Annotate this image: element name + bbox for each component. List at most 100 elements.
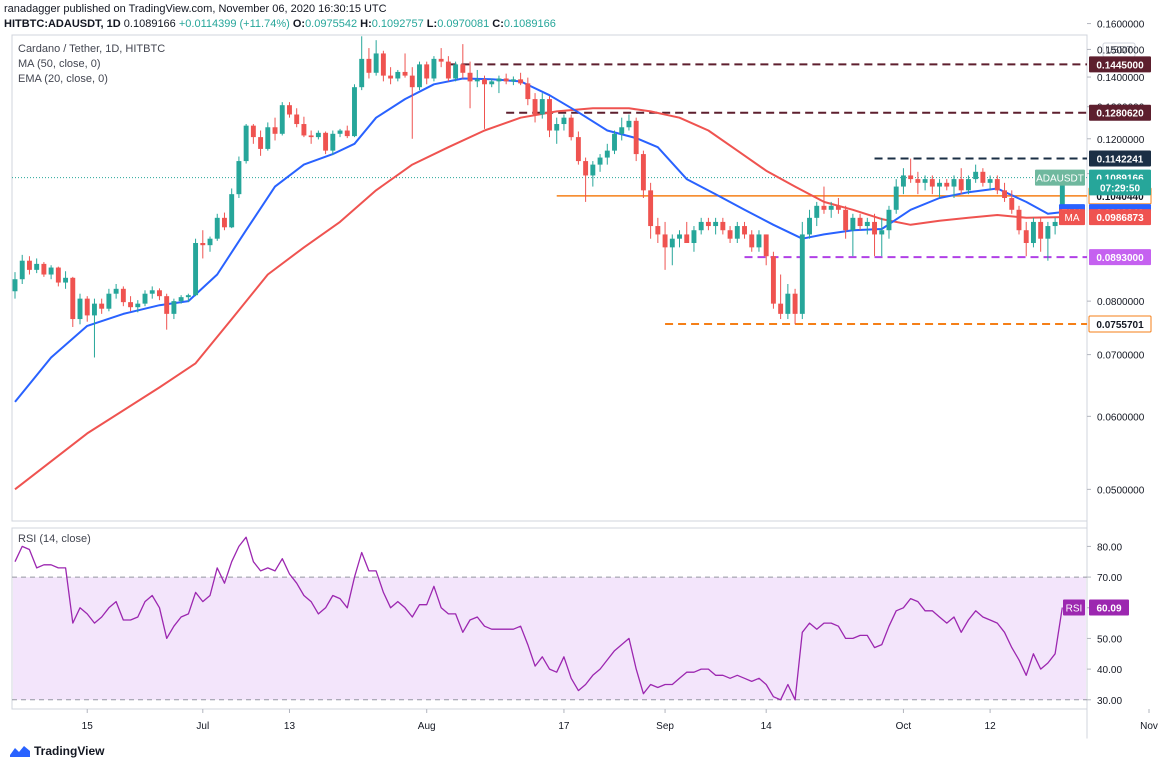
y-tick-label: 0.0800000: [1097, 297, 1145, 308]
y-tick-label: 0.1200000: [1097, 135, 1145, 146]
open-value: 0.0975542: [305, 18, 358, 30]
y-tick-label: 0.0700000: [1097, 351, 1145, 362]
candle-body: [496, 78, 502, 82]
candle-body: [431, 58, 437, 79]
ma-legend[interactable]: MA (50, close, 0): [18, 58, 101, 70]
candle-body: [893, 186, 899, 210]
candle-body: [366, 58, 372, 73]
level-price-tag: [1089, 104, 1151, 121]
candle-body: [178, 297, 184, 302]
series-name-tag: [1059, 209, 1085, 226]
candle-body: [424, 64, 430, 79]
candle-body: [445, 61, 451, 79]
candle-body: [308, 135, 314, 138]
symbol-ohlc-header: HITBTC:ADAUSDT, 1D 0.1089166 +0.0114399 …: [4, 17, 556, 31]
candle-body: [583, 161, 589, 176]
candle-body: [864, 221, 870, 227]
candle-body: [807, 217, 812, 235]
ema-legend[interactable]: EMA (20, close, 0): [18, 73, 108, 85]
candle-body: [843, 209, 849, 231]
candle-body: [287, 105, 292, 115]
candle-body: [460, 64, 466, 73]
candle-body: [1023, 230, 1029, 244]
candle-body: [821, 205, 827, 210]
candle-body: [453, 64, 459, 79]
candle-body: [34, 263, 40, 270]
candle-body: [640, 154, 646, 191]
candle-body: [99, 303, 105, 309]
candle-body: [980, 171, 986, 183]
candle-body: [539, 99, 545, 115]
x-tick-label: Jul: [196, 721, 209, 732]
rsi-tick-label: 70.00: [1097, 573, 1122, 584]
candle-body: [489, 81, 495, 85]
y-tick-label: 0.1600000: [1097, 20, 1145, 31]
rsi-tick-label: 50.00: [1097, 634, 1122, 645]
candle-body: [258, 137, 264, 149]
series-name-label: ADAUSDT: [1036, 174, 1084, 185]
low-label: L:: [426, 18, 438, 30]
series-name-label: MA: [1065, 213, 1080, 224]
close-value: 0.1089166: [503, 18, 556, 30]
candle-body: [185, 295, 191, 298]
candle-body: [554, 124, 560, 131]
candle-body: [337, 130, 343, 134]
candle-body: [474, 79, 480, 82]
x-tick-label: 12: [985, 721, 997, 732]
candle-body: [12, 279, 18, 292]
candle-body: [604, 150, 610, 158]
candle-body: [705, 221, 711, 227]
candle-body: [597, 157, 603, 165]
level-price-tag: [1089, 249, 1151, 266]
candle-body: [222, 217, 227, 228]
candle-body: [482, 79, 487, 85]
high-value: 0.1092757: [371, 18, 424, 30]
candle-body: [417, 64, 422, 88]
candle-body: [200, 243, 206, 246]
ma50-line: [14, 107, 1063, 491]
candle-body: [994, 179, 1000, 191]
series-value-label: 0.1089166: [1096, 174, 1144, 185]
y-tick-label: 0.1500000: [1097, 45, 1145, 56]
tradingview-footer[interactable]: TradingView: [10, 744, 104, 758]
level-price-label: 0.1142241: [1097, 155, 1144, 166]
symbol-label: HITBTC:ADAUSDT, 1D: [4, 18, 121, 30]
candle-body: [48, 267, 54, 275]
candle-body: [619, 127, 625, 134]
candle-body: [128, 302, 134, 308]
level-price-label: 0.1445000: [1096, 60, 1144, 71]
rsi-name-label: RSI: [1066, 603, 1083, 614]
candle-body: [279, 105, 285, 134]
candle-body: [55, 267, 61, 283]
candle-body: [510, 79, 516, 82]
candle-body: [561, 117, 567, 125]
close-label: C:: [492, 18, 504, 30]
candle-body: [236, 161, 242, 195]
candle-body: [850, 217, 856, 231]
candle-body: [1009, 198, 1015, 210]
y-tick-label: 0.0600000: [1097, 412, 1145, 423]
rsi-value-tag: [1089, 599, 1129, 616]
candle-body: [763, 234, 769, 257]
level-price-label: 0.0893000: [1096, 253, 1144, 264]
level-price-tag: [1089, 150, 1151, 167]
candle-body: [900, 175, 906, 187]
chart-title: Cardano / Tether, 1D, HITBTC: [18, 43, 166, 55]
rsi-tick-label: 40.00: [1097, 665, 1122, 676]
rsi-legend[interactable]: RSI (14, close): [18, 533, 91, 545]
series-value-tag: [1089, 179, 1151, 196]
candle-body: [344, 130, 350, 137]
tradingview-logo-icon: [10, 746, 30, 757]
candle-body: [113, 288, 119, 294]
candle-body: [872, 221, 877, 235]
x-tick-label: 17: [558, 721, 570, 732]
candle-body: [626, 120, 632, 128]
candle-body: [272, 127, 278, 134]
candle-body: [648, 190, 654, 227]
level-price-label: 0.1280620: [1096, 109, 1144, 120]
candle-body: [727, 230, 733, 239]
series-value-label: 0.0986873: [1096, 213, 1144, 224]
candle-body: [1038, 221, 1044, 239]
candle-body: [164, 296, 170, 314]
